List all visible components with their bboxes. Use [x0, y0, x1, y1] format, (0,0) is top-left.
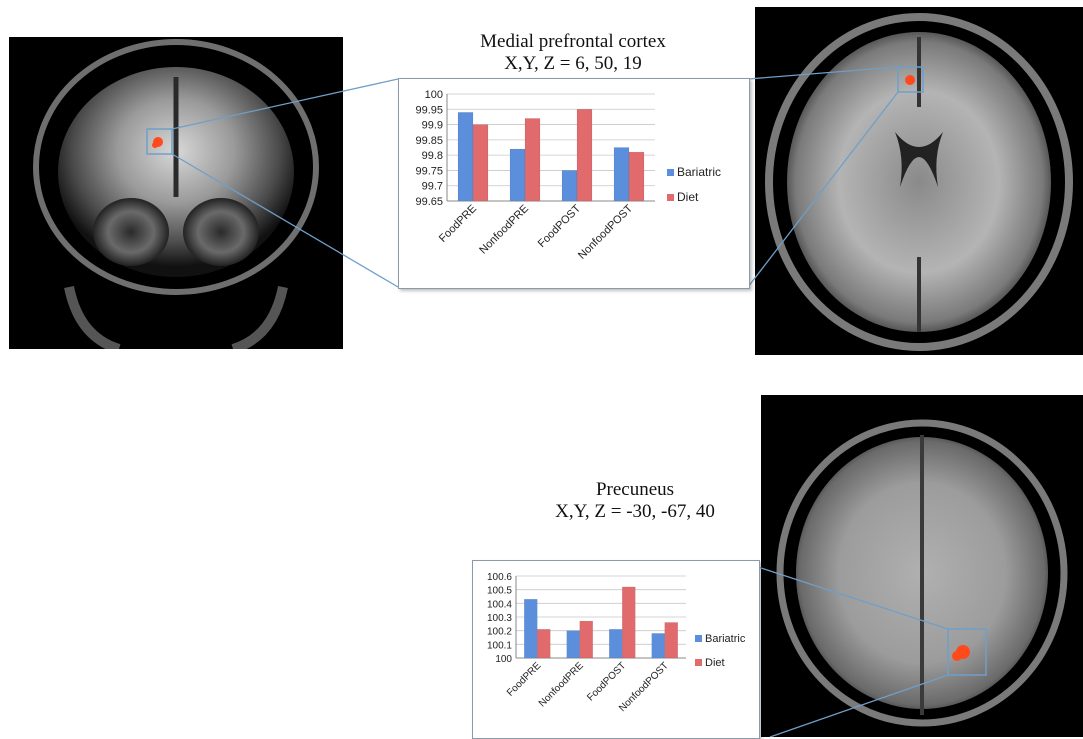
bottom-title-line1: Precuneus: [595, 479, 675, 500]
y-tick-label: 100.2: [487, 627, 512, 638]
axial-brain-slice-bottom: [761, 395, 1083, 737]
top-region-title: Medial prefrontal cortex X,Y, Z = 6, 50,…: [398, 31, 748, 75]
y-tick-label: 100.5: [487, 586, 512, 597]
y-tick-label: 100: [495, 654, 512, 665]
bar-bariatric: [651, 633, 665, 659]
bar-diet: [622, 586, 636, 659]
chart-mpfc: 10099.9599.999.8599.899.7599.799.65FoodP…: [415, 89, 721, 262]
bar-bariatric: [524, 598, 538, 659]
bar-bariatric: [609, 629, 623, 659]
bar-diet: [579, 620, 593, 659]
top-title-line2: X,Y, Z = 6, 50, 19: [504, 53, 642, 74]
y-tick-label: 100: [425, 89, 443, 101]
legend-label: Bariatric: [677, 165, 721, 179]
y-tick-label: 100.6: [487, 572, 512, 583]
bar-diet: [664, 622, 678, 659]
bar-diet: [628, 151, 645, 202]
chart-top-frame: 100 99.95 99.9 99.85 99.8 99.75 99.7 99.65 FoodP…: [398, 78, 750, 289]
y-tick-label: 100.4: [487, 599, 512, 610]
axial-brain-slice-top: [755, 7, 1083, 355]
legend-label: Diet: [677, 190, 699, 204]
x-tick-label: FoodPRE: [437, 203, 479, 245]
bar-bariatric: [561, 170, 578, 202]
legend-swatch-diet: [695, 659, 702, 666]
legend-label: Diet: [705, 657, 725, 669]
legend-label: Bariatric: [705, 633, 746, 645]
bar-diet: [472, 124, 489, 202]
bar-bariatric: [509, 148, 526, 202]
legend-swatch-bariatric: [695, 635, 702, 642]
bar-diet: [537, 629, 551, 659]
chart-precuneus: 100.6 100.5 100.4 100.3 100.2 100.1 100FoodPRE…: [487, 572, 746, 714]
bar-diet: [576, 109, 593, 202]
y-tick-label: 99.8: [422, 150, 443, 162]
bar-diet: [524, 118, 541, 202]
y-tick-label: 99.9: [422, 120, 443, 132]
bar-bariatric: [457, 112, 474, 202]
legend-swatch-diet: [667, 194, 674, 201]
top-title-line1: Medial prefrontal cortex: [480, 31, 666, 52]
y-tick-label: 99.7: [422, 181, 443, 193]
coronal-brain-slice: [9, 37, 343, 349]
x-tick-label: FoodPOST: [536, 202, 584, 250]
x-tick-label: FoodPRE: [505, 660, 544, 699]
y-tick-label: 99.85: [415, 135, 443, 147]
x-tick-label: NonfoodPOST: [576, 202, 635, 261]
y-tick-label: 99.65: [415, 196, 443, 208]
bottom-title-line2: X,Y, Z = -30, -67, 40: [555, 501, 715, 522]
y-tick-label: 99.95: [415, 104, 443, 116]
x-tick-label: FoodPOST: [585, 660, 628, 703]
bar-bariatric: [613, 147, 630, 202]
x-tick-label: NonfoodPRE: [537, 660, 586, 709]
bar-bariatric: [566, 630, 580, 659]
x-tick-label: NonfoodPRE: [477, 203, 531, 257]
legend-swatch-bariatric: [667, 169, 674, 176]
y-tick-label: 100.1: [487, 640, 512, 651]
y-tick-label: 100.3: [487, 613, 512, 624]
chart-bottom-frame: 100.6 100.5 100.4 100.3 100.2 100.1 100 FoodPRE…: [472, 560, 760, 739]
bottom-region-title: Precuneus X,Y, Z = -30, -67, 40: [500, 479, 770, 523]
y-tick-label: 99.75: [415, 165, 443, 177]
